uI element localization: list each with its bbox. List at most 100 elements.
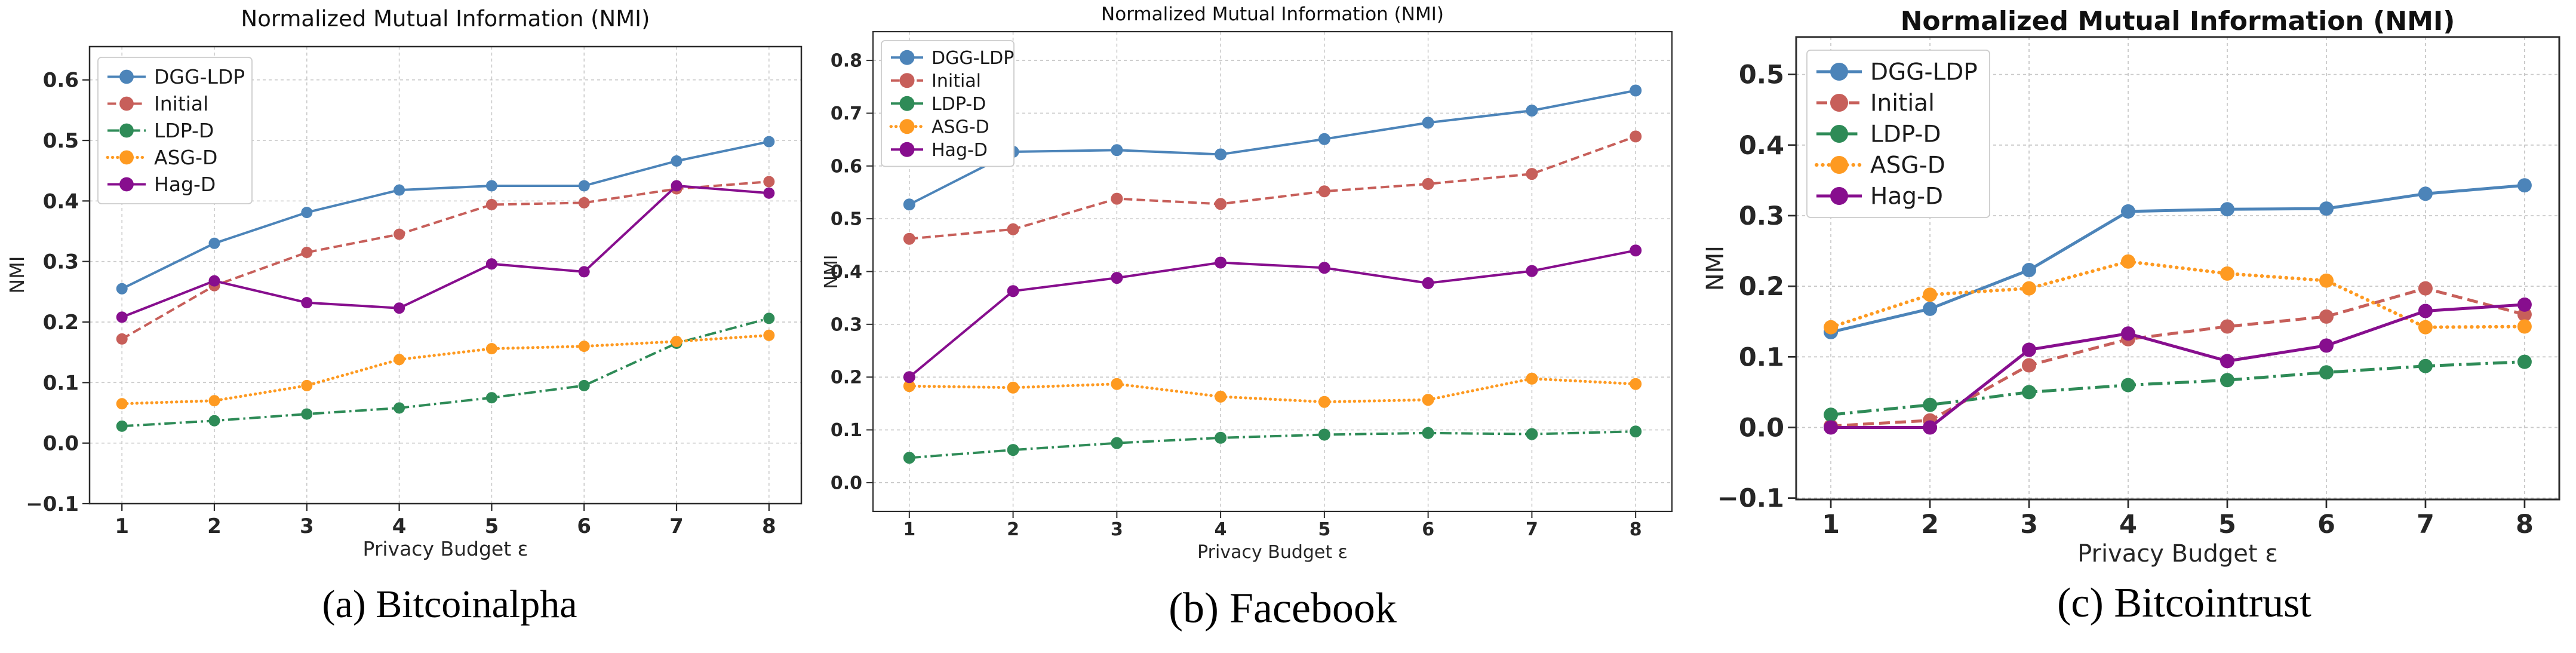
data-point: [1923, 420, 1938, 435]
data-point: [2121, 254, 2135, 269]
x-tick-label: 5: [2218, 510, 2236, 539]
legend-entry-asg-d: ASG-D: [1815, 152, 1945, 179]
legend-box: [881, 40, 1015, 167]
data-point: [1007, 285, 1019, 298]
legend-entry-hag-d: Hag-D: [1816, 183, 1943, 210]
legend-marker: [119, 96, 134, 111]
data-point: [2418, 303, 2433, 318]
data-point: [1923, 397, 1938, 412]
y-tick-label: 0.4: [831, 262, 862, 283]
data-point: [1215, 431, 1227, 444]
x-tick-label: 2: [1921, 510, 1939, 539]
legend-entry-initial: Initial: [891, 70, 981, 91]
data-point: [301, 247, 313, 258]
x-tick-label: 7: [2417, 510, 2434, 539]
data-point: [485, 180, 497, 192]
chart-panel-1: 1 2 3 4 5 6 7 8 0.0 0.1 0.2 0.3 0.4 0.5 0.6 0.7 0.8 Norma…: [821, 4, 1673, 563]
x-tick-label: 6: [1422, 519, 1434, 540]
data-point: [2319, 273, 2334, 288]
x-axis-label: Privacy Budget ε: [363, 537, 528, 560]
legend-marker: [119, 123, 134, 138]
data-point: [1526, 168, 1538, 180]
y-axis-label: NMI: [1702, 246, 1729, 291]
data-point: [2319, 365, 2334, 380]
y-tick-label: 0.7: [831, 103, 862, 124]
series-line-initial: [909, 135, 1636, 240]
legend-label: LDP-D: [1870, 121, 1941, 148]
series-dgg-ldp: [903, 84, 1642, 211]
x-tick-label: 1: [1822, 510, 1840, 539]
data-point: [2517, 297, 2532, 312]
legend-marker: [119, 177, 134, 192]
x-tick-label: 2: [1007, 519, 1019, 540]
data-point: [485, 392, 497, 404]
y-tick-label: 0.6: [43, 69, 79, 93]
x-axis-label: Privacy Budget ε: [1197, 542, 1348, 563]
y-axis-label: NMI: [821, 255, 842, 289]
x-tick-label: 1: [903, 519, 915, 540]
series-line-hag-d: [908, 249, 1636, 378]
x-tick-label: 3: [300, 514, 314, 538]
data-point: [1422, 177, 1434, 190]
x-tick-label: 5: [485, 514, 499, 538]
legend-entry-hag-d: Hag-D: [107, 173, 216, 196]
x-tick-label: 8: [2516, 510, 2534, 539]
data-point: [671, 155, 683, 167]
chart-title: Normalized Mutual Information (NMI): [1901, 6, 2455, 36]
data-point: [1526, 428, 1538, 440]
data-point: [2121, 326, 2135, 341]
caption-facebook: (b) Facebook: [1169, 584, 1397, 632]
y-tick-label: 0.3: [43, 250, 79, 274]
data-point: [1318, 396, 1330, 408]
legend-entry-initial: Initial: [107, 92, 208, 115]
legend-marker: [1830, 156, 1848, 174]
data-point: [1215, 198, 1227, 210]
data-point: [394, 354, 405, 366]
data-point: [578, 266, 590, 278]
data-point: [671, 336, 683, 347]
x-tick-label: 4: [1215, 519, 1227, 540]
data-point: [2022, 342, 2036, 357]
y-tick-label: 0.0: [43, 432, 79, 456]
data-point: [208, 395, 220, 407]
y-axis-label: NMI: [5, 256, 29, 294]
data-point: [2022, 385, 2036, 400]
data-point: [2022, 281, 2036, 296]
data-point: [763, 312, 775, 324]
legend-marker: [899, 142, 915, 157]
legend-marker: [899, 73, 915, 88]
data-point: [903, 452, 915, 464]
legend-box: [97, 57, 253, 204]
data-point: [1007, 223, 1019, 235]
data-point: [1318, 262, 1330, 274]
data-point: [2022, 263, 2036, 277]
data-point: [485, 343, 497, 355]
data-point: [2517, 354, 2532, 369]
legend-label: Initial: [1870, 90, 1935, 117]
data-point: [903, 198, 915, 211]
x-tick-label: 2: [207, 514, 222, 538]
data-point: [2418, 320, 2433, 335]
x-tick-label: 8: [1630, 519, 1642, 540]
data-point: [2517, 178, 2532, 193]
data-point: [2418, 186, 2433, 201]
data-point: [903, 232, 915, 245]
legend-label: ASG-D: [932, 117, 989, 137]
legend-entry-asg-d: ASG-D: [889, 117, 989, 137]
legend-marker: [899, 50, 915, 65]
x-tick-label: 1: [115, 514, 129, 538]
x-tick-label: 5: [1318, 519, 1330, 540]
data-point: [763, 187, 775, 199]
legend: DGG-LDP Initial LDP-D ASG-D Hag-D: [1806, 50, 1990, 218]
y-tick-label: 0.5: [1739, 60, 1784, 90]
caption-bitcoinalpha: (a) Bitcoinalpha: [322, 583, 577, 626]
data-point: [116, 398, 128, 410]
legend-marker: [1830, 63, 1848, 81]
data-point: [2418, 358, 2433, 373]
series-line-hag-d: [121, 185, 769, 318]
series-line-initial: [121, 180, 769, 341]
series-ldp-d: [116, 312, 775, 432]
y-tick-label: 0.1: [43, 371, 79, 395]
